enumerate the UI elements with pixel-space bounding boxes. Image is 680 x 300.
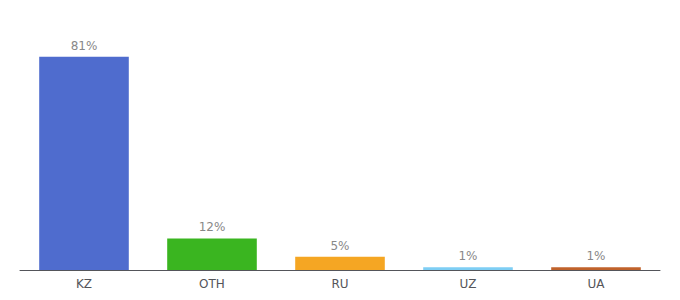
svg-text:KZ: KZ <box>76 277 92 291</box>
svg-text:UZ: UZ <box>460 277 477 291</box>
svg-text:1%: 1% <box>458 249 477 263</box>
svg-text:12%: 12% <box>199 220 226 234</box>
svg-text:RU: RU <box>331 277 348 291</box>
svg-text:5%: 5% <box>330 239 349 253</box>
svg-text:81%: 81% <box>71 39 98 53</box>
svg-text:1%: 1% <box>586 249 605 263</box>
svg-text:OTH: OTH <box>199 277 225 291</box>
svg-text:UA: UA <box>588 277 606 291</box>
